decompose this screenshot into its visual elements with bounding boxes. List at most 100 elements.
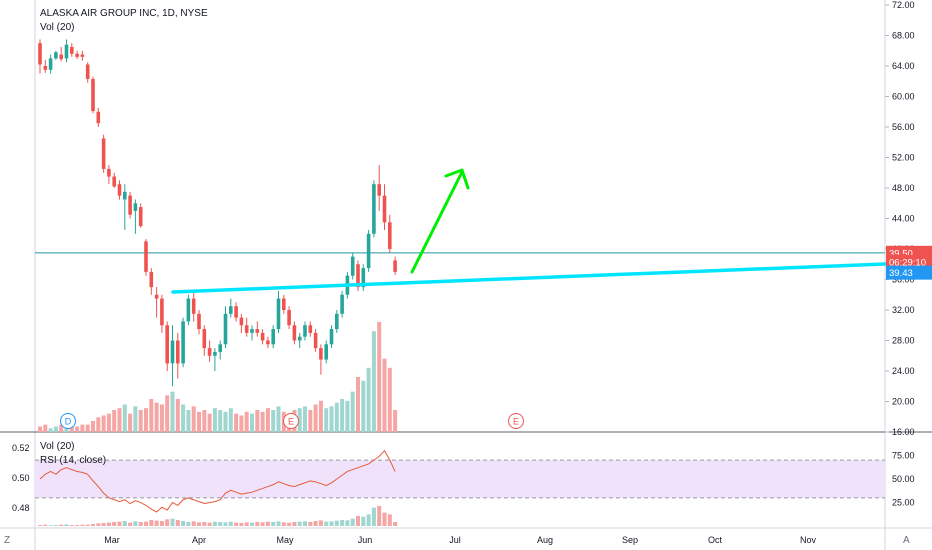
rsi-pane-volume-bar: [133, 521, 138, 526]
volume-indicator-label[interactable]: Vol (20): [40, 22, 75, 33]
volume-bar: [149, 399, 154, 432]
rsi-pane-volume-bar: [202, 522, 207, 526]
price-tag-box: [886, 265, 932, 280]
candle: [64, 39, 69, 63]
chart-title: ALASKA AIR GROUP INC, 1D, NYSE: [40, 8, 208, 19]
candle-body: [202, 329, 207, 349]
price-tick-label: 64.00: [892, 61, 915, 71]
candle-body: [319, 348, 323, 360]
candle-body: [165, 325, 169, 364]
volume-bar: [112, 410, 117, 432]
volume-bar: [361, 380, 366, 432]
candle-body: [170, 340, 175, 364]
candle: [186, 294, 191, 326]
rsi-pane-volume-bar: [96, 523, 101, 526]
candle-body: [38, 43, 42, 65]
volume-bar: [165, 395, 170, 432]
candle: [287, 306, 291, 330]
price-tick-label: 72.00: [892, 0, 915, 10]
candle-body: [266, 340, 270, 345]
rsi-indicator-label[interactable]: RSI (14, close): [40, 455, 107, 466]
candle-body: [80, 54, 85, 57]
rsi-pane-volume-bar: [387, 514, 392, 526]
candle: [350, 252, 355, 280]
candle-body: [112, 176, 116, 187]
candle-body: [138, 207, 143, 227]
rsi-pane-volume-bar: [38, 525, 42, 526]
candle: [266, 336, 270, 349]
forecast-arrow: [410, 170, 464, 274]
rsi-pane-volume-bar: [234, 522, 239, 526]
timezone-corner-label[interactable]: Z: [4, 535, 11, 546]
volume-bar: [218, 410, 223, 432]
candle: [181, 317, 185, 368]
price-tick-label: 32.00: [892, 305, 915, 315]
time-tick-label: Jun: [358, 535, 373, 545]
event-marker: [508, 413, 524, 429]
rsi-pane-volume-bar: [64, 524, 69, 526]
candle-body: [388, 222, 392, 249]
candle: [223, 306, 228, 349]
rsi-line: [39, 449, 396, 513]
price-tick-label: 60.00: [892, 92, 915, 102]
candle-body: [117, 184, 122, 196]
candle-body: [54, 52, 58, 59]
volume-bar: [181, 404, 186, 432]
candle-body: [393, 260, 397, 272]
rsi-pane-volume-bar: [191, 521, 196, 526]
candle: [54, 50, 58, 60]
candle-body: [128, 195, 132, 215]
candle-body: [123, 191, 127, 200]
candle-body: [218, 344, 222, 352]
event-marker: [283, 413, 299, 429]
candle-body: [356, 264, 360, 288]
candle: [319, 344, 323, 375]
volume-bar: [69, 426, 74, 432]
rsi-pane-volume-bar: [244, 522, 249, 526]
candle: [244, 317, 249, 337]
rsi-pane-volume-bar: [228, 521, 233, 526]
candle-body: [303, 325, 307, 337]
volume-bar: [329, 406, 334, 432]
candle: [197, 310, 201, 335]
rsi-pane-volume-bar: [265, 521, 270, 526]
candle: [297, 332, 302, 349]
candle: [324, 340, 328, 364]
candle-body: [313, 332, 318, 349]
candle: [128, 191, 132, 219]
candle: [38, 39, 42, 74]
rsi-pane-volume-bar: [91, 524, 95, 526]
rsi-pane-volume-bar: [159, 521, 164, 526]
candle-body: [229, 306, 233, 314]
rsi-pane-volume-bar: [371, 507, 376, 526]
price-tick-label: 48.00: [892, 183, 915, 193]
candle: [377, 165, 381, 211]
rsi-pane-volume-bar: [207, 522, 212, 526]
volume-bar: [345, 400, 350, 432]
candle: [70, 43, 74, 57]
volume-bar: [350, 391, 355, 432]
candle: [393, 256, 397, 275]
volume-bar: [75, 426, 80, 432]
candle-body: [181, 321, 185, 364]
candle-body: [59, 54, 63, 60]
event-marker-label: D: [65, 417, 72, 427]
time-tick-label: Mar: [104, 535, 120, 545]
candle-body: [43, 66, 48, 70]
candle: [80, 50, 85, 61]
candle-body: [271, 329, 275, 345]
candle: [75, 50, 79, 60]
volume-bar: [207, 413, 212, 432]
candle: [335, 310, 339, 333]
price-tick-label: 68.00: [892, 31, 915, 41]
auto-scale-button[interactable]: A: [903, 535, 910, 546]
rsi-pane-volume-bar: [85, 524, 90, 526]
rsi-volume-indicator-label[interactable]: Vol (20): [40, 441, 75, 452]
candle-body: [282, 298, 286, 310]
candle: [234, 302, 238, 322]
candle-body: [64, 44, 69, 59]
rsi-pane-volume-bar: [308, 522, 313, 526]
volume-bar: [356, 377, 360, 432]
rsi-pane-volume-bar: [271, 522, 276, 526]
